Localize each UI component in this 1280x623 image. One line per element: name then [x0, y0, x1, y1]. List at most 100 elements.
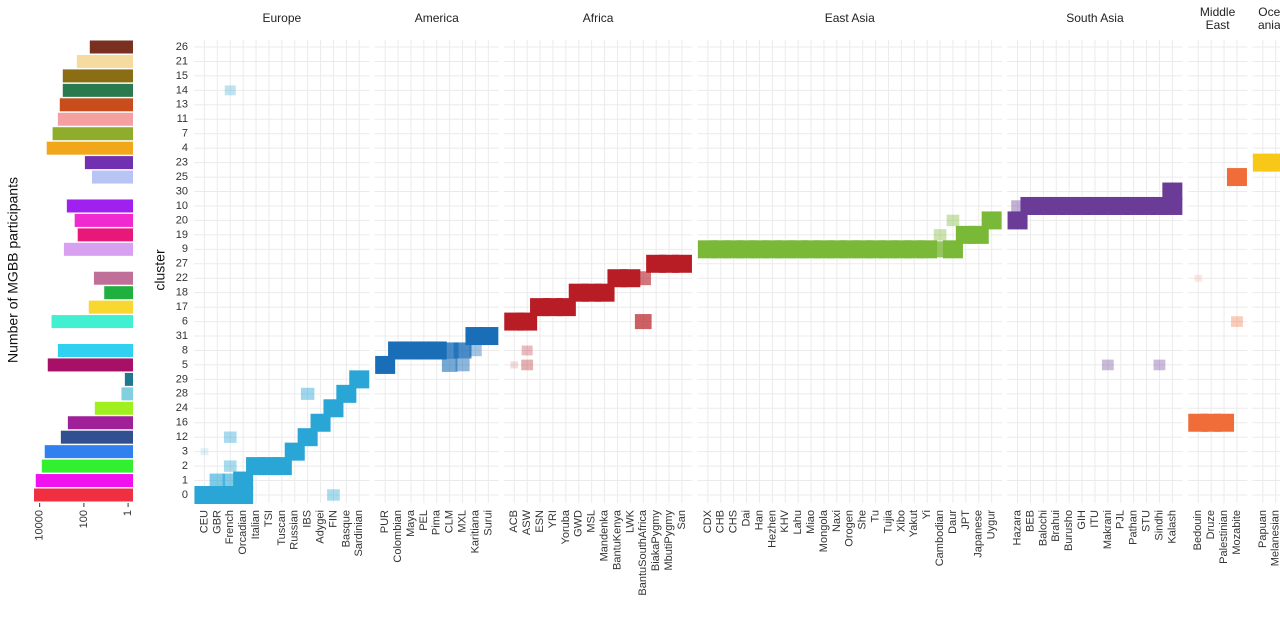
facet-title-line: Middle	[1200, 5, 1236, 19]
y-tick-label: 24	[176, 402, 188, 414]
bar	[46, 141, 133, 155]
bar	[84, 156, 133, 170]
tile	[327, 489, 340, 501]
y-axis-label: cluster	[152, 249, 168, 291]
bar	[89, 40, 133, 54]
tile	[981, 211, 1002, 230]
tile	[336, 384, 357, 403]
tile	[620, 269, 641, 288]
tile	[968, 225, 989, 244]
facet-title-line: ania	[1258, 18, 1280, 32]
x-tick-label: Lahu	[792, 510, 804, 534]
facet-title: Europe	[262, 11, 301, 25]
x-tick-label: BantuKenya	[611, 509, 623, 570]
tile	[946, 214, 960, 227]
facet-title: America	[415, 11, 459, 25]
bar	[94, 401, 133, 415]
tile	[1231, 316, 1243, 327]
x-tick-label: TSI	[263, 510, 275, 527]
tile	[300, 387, 315, 400]
bar	[62, 69, 133, 83]
x-tick-label: Mozabite	[1231, 510, 1243, 555]
tile	[1011, 200, 1024, 212]
x-tick-label: ITU	[1089, 510, 1101, 528]
x-tick-label: Xibo	[895, 510, 907, 532]
y-tick-label: 3	[182, 446, 188, 458]
x-tick-label: Yi	[921, 510, 933, 519]
x-tick-label: She	[857, 510, 869, 530]
x-tick-label: GIH	[1076, 510, 1088, 530]
x-tick-label: Mandenka	[598, 509, 610, 561]
y-tick-label: 25	[176, 171, 188, 183]
bar	[63, 242, 134, 256]
tile	[1194, 274, 1203, 282]
y-tick-label: 11	[177, 113, 188, 125]
y-tick-label: 1	[182, 474, 188, 486]
x-tick-label: JPT	[960, 510, 972, 530]
x-tick-label: Uygur	[986, 510, 998, 540]
x-tick-label: Basque	[340, 510, 352, 547]
x-tick-label: LWK	[624, 509, 636, 533]
x-tick-label: Pima	[431, 509, 443, 535]
bar	[44, 445, 133, 459]
y-tick-label: 30	[176, 185, 188, 197]
x-tick-label: CHB	[715, 510, 727, 533]
bar	[57, 343, 133, 357]
bar	[52, 127, 133, 141]
x-tick-label: Japanese	[973, 510, 985, 558]
x-tick-label: BantuSouthAfrica	[637, 509, 649, 595]
x-tick-label: Palestinian	[1218, 510, 1230, 564]
y-tick-label: 5	[182, 359, 188, 371]
x-tick-label: Sardinian	[353, 510, 365, 556]
x-tick-label: CHS	[728, 510, 740, 533]
bar	[104, 286, 133, 300]
x-tick-label: ACB	[508, 510, 520, 533]
x-tick-label: Hezhen	[766, 510, 778, 548]
bar	[59, 98, 134, 112]
tile	[634, 314, 652, 330]
x-tick-label: 10000	[34, 510, 46, 541]
y-tick-label: 18	[176, 287, 188, 299]
x-tick-label: San	[676, 510, 688, 530]
y-tick-label: 20	[176, 214, 188, 226]
x-tick-label: Makrani	[1102, 510, 1114, 549]
x-tick-label: Yoruba	[560, 509, 572, 544]
tile	[1214, 413, 1235, 432]
x-tick-label: 1	[122, 510, 134, 516]
x-tick-label: GWD	[573, 510, 585, 537]
x-tick-label: ASW	[521, 509, 533, 535]
bar	[51, 315, 134, 329]
x-tick-label: STU	[1140, 510, 1152, 532]
x-tick-label: PJL	[1115, 510, 1127, 529]
bar	[34, 488, 133, 502]
bar	[74, 213, 133, 227]
bar	[93, 271, 133, 285]
bar	[41, 459, 133, 473]
x-tick-label: Colombian	[392, 510, 404, 563]
x-tick-label: Melanesian	[1270, 510, 1280, 566]
x-tick-label: YRI	[547, 510, 559, 528]
x-tick-label: MSL	[586, 510, 598, 533]
x-tick-label: Brahui	[1050, 510, 1062, 542]
bar	[60, 430, 134, 444]
facet-title-line: East	[1206, 18, 1231, 32]
y-tick-label: 7	[182, 128, 188, 140]
x-tick-label: Kalash	[1166, 510, 1178, 544]
bar	[91, 170, 133, 184]
tile	[1007, 211, 1028, 230]
x-tick-label: Adygei	[314, 510, 326, 544]
tile	[453, 342, 472, 359]
tile	[1101, 359, 1114, 371]
x-tick-label: Han	[753, 510, 765, 530]
x-tick-label: Orcadian	[237, 510, 249, 555]
x-tick-label: Druze	[1205, 510, 1217, 539]
x-tick-label: ESN	[534, 510, 546, 533]
bar	[47, 358, 133, 372]
tile	[933, 229, 947, 241]
x-tick-label: MbutiPygmy	[663, 510, 675, 571]
x-tick-label: Tuscan	[276, 510, 288, 546]
bar	[62, 83, 133, 97]
y-tick-label: 8	[182, 344, 188, 356]
tile	[284, 442, 305, 461]
x-tick-label: Dai	[740, 510, 752, 527]
